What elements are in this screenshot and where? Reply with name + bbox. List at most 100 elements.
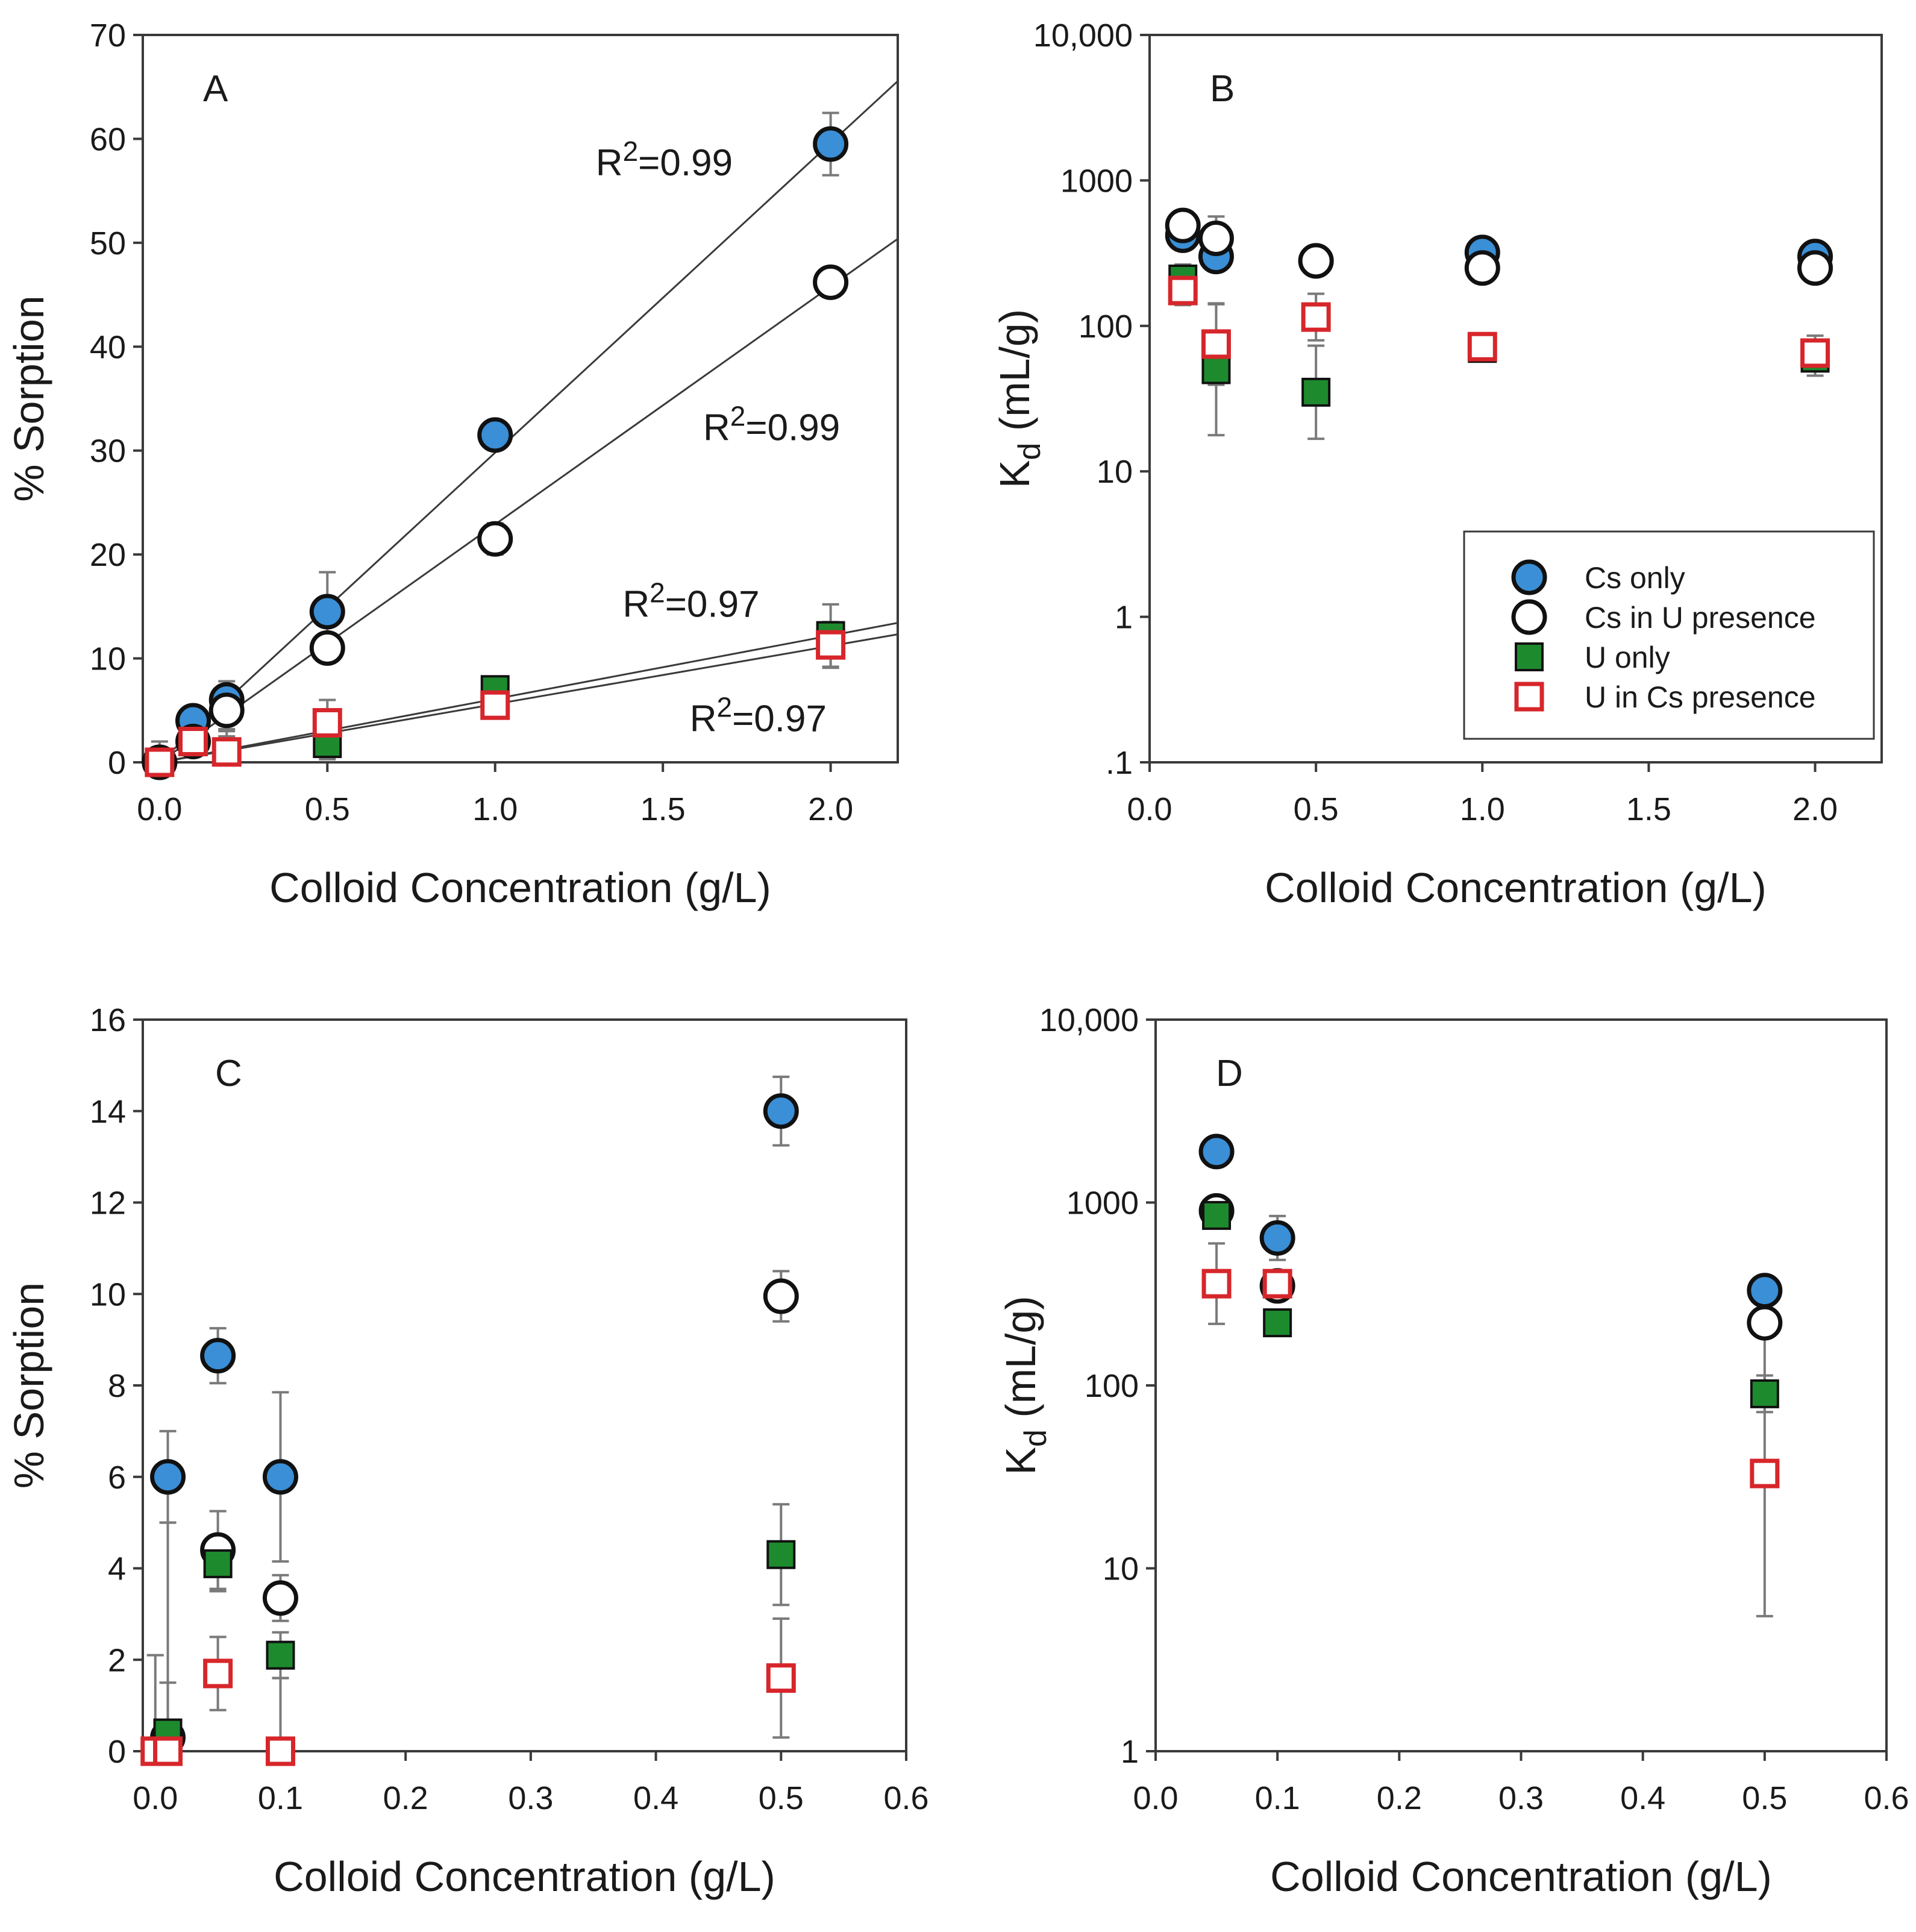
y-tick-label: 1000 bbox=[1060, 163, 1133, 199]
x-tick-label: 2.0 bbox=[808, 791, 853, 827]
x-tick-label: 0.1 bbox=[258, 1780, 303, 1816]
markers-cs_in_u bbox=[1165, 207, 1833, 286]
y-tick-label: 10 bbox=[1097, 454, 1133, 490]
plot-frame bbox=[142, 34, 899, 764]
markers-cs_only bbox=[150, 1093, 799, 1495]
data-point-cs_only bbox=[262, 1459, 298, 1495]
y-axis-title-base: K bbox=[997, 1447, 1044, 1475]
r-squared-value: =0.97 bbox=[665, 584, 760, 626]
r-squared-label: R2=0.99 bbox=[596, 136, 733, 184]
x-tick-label: 0.0 bbox=[137, 791, 182, 827]
x-tick-label: 1.0 bbox=[472, 791, 518, 827]
markers-u_only bbox=[153, 1540, 796, 1748]
data-point-u_only bbox=[1202, 1200, 1232, 1230]
y-axis-title-rest: (mL/g) bbox=[997, 1296, 1044, 1429]
x-tick-label: 0.3 bbox=[1498, 1780, 1544, 1816]
x-tick-label: 0.2 bbox=[383, 1780, 428, 1816]
x-tick-label: 0.5 bbox=[305, 791, 350, 827]
y-tick-label: 4 bbox=[108, 1551, 126, 1587]
r-squared-value: =0.97 bbox=[732, 698, 827, 739]
data-point-u_in_cs bbox=[1168, 275, 1198, 306]
fit-line bbox=[158, 238, 898, 762]
markers-cs_only bbox=[1198, 1134, 1783, 1309]
y-tick-label: 10 bbox=[90, 1276, 126, 1313]
x-axis-title: Colloid Concentration (g/L) bbox=[274, 1853, 775, 1900]
series-u_only bbox=[159, 1503, 790, 1751]
y-tick-label: 10 bbox=[90, 641, 126, 677]
markers-u_in_cs bbox=[145, 630, 846, 777]
data-point-cs_in_u bbox=[309, 630, 345, 666]
data-point-u_in_cs bbox=[1201, 1269, 1232, 1299]
legend-label: Cs only bbox=[1585, 561, 1685, 595]
x-tick-label: 0.1 bbox=[1255, 1780, 1300, 1816]
r-squared-value: =0.99 bbox=[638, 142, 733, 184]
y-tick-label: 70 bbox=[90, 17, 126, 54]
x-tick-label: 0.0 bbox=[133, 1780, 178, 1816]
fit-lines bbox=[158, 80, 898, 762]
data-point-u_in_cs bbox=[178, 727, 208, 757]
data-point-u_only bbox=[1750, 1379, 1779, 1408]
legend-label: U in Cs presence bbox=[1585, 680, 1816, 714]
x-tick-label: 0.5 bbox=[759, 1780, 804, 1816]
panel-label: D bbox=[1216, 1053, 1243, 1094]
series-u_in_cs bbox=[1174, 274, 1824, 386]
data-point-u_in_cs bbox=[1750, 1458, 1780, 1488]
data-point-cs_in_u bbox=[1747, 1305, 1783, 1341]
series-cs_in_u bbox=[209, 1270, 790, 1622]
data-point-cs_in_u bbox=[1298, 243, 1334, 279]
markers-u_in_cs bbox=[1201, 1269, 1780, 1488]
panel-C: 0.0 0.1 0.2 0.3 0.4 0.5 0.6 0 2 4 6 8 10 12 14 16 Colloi… bbox=[5, 1002, 929, 1900]
data-point-cs_in_u bbox=[1165, 207, 1201, 243]
x-tick-label: 0.6 bbox=[883, 1780, 928, 1816]
y-axis-title-base: K bbox=[991, 460, 1038, 488]
legend-marker-u_in_cs bbox=[1514, 682, 1544, 712]
panel-D: 0.0 0.1 0.2 0.3 0.4 0.5 0.6 1 10 100 1000 10,000 Col… bbox=[997, 1002, 1909, 1900]
data-point-u_only bbox=[266, 1640, 295, 1670]
r-squared-base: R bbox=[596, 142, 623, 184]
y-tick-label: 30 bbox=[90, 433, 126, 469]
x-axis-title: Colloid Concentration (g/L) bbox=[1270, 1853, 1772, 1900]
y-axis-title: Kd (mL/g) bbox=[997, 1296, 1053, 1475]
data-point-cs_in_u bbox=[813, 264, 849, 300]
y-tick-label: 10,000 bbox=[1033, 17, 1133, 54]
x-tick-label: 0.5 bbox=[1294, 791, 1339, 827]
r-squared-sup: 2 bbox=[650, 577, 665, 609]
y-tick-label: 16 bbox=[90, 1002, 126, 1038]
r-squared-base: R bbox=[690, 698, 717, 739]
data-point-u_in_cs bbox=[265, 1736, 295, 1766]
y-tick-label: 60 bbox=[90, 121, 126, 157]
legend-label: U only bbox=[1585, 641, 1670, 674]
fit-line bbox=[158, 80, 898, 762]
x-tick-label: 0.4 bbox=[1620, 1780, 1665, 1816]
legend-marker-cs_in_u bbox=[1511, 599, 1547, 635]
data-point-u_in_cs bbox=[312, 707, 342, 738]
x-axis-title: Colloid Concentration (g/L) bbox=[269, 864, 771, 911]
data-point-u_only bbox=[1263, 1308, 1292, 1338]
x-tick-label: 0.2 bbox=[1377, 1780, 1422, 1816]
y-axis-title: Kd (mL/g) bbox=[991, 309, 1047, 488]
data-point-u_only bbox=[1301, 377, 1331, 407]
y-tick-label: 50 bbox=[90, 225, 126, 262]
fit-line bbox=[159, 633, 898, 762]
y-tick-label: .1 bbox=[1106, 745, 1133, 781]
y-tick-label: 0 bbox=[108, 745, 126, 781]
r-squared-label: R2=0.99 bbox=[703, 400, 840, 448]
x-tick-label: 0.4 bbox=[633, 1780, 678, 1816]
x-tick-label: 0.5 bbox=[1742, 1780, 1787, 1816]
data-point-cs_only bbox=[1259, 1220, 1295, 1256]
markers-u_only bbox=[1202, 1200, 1779, 1408]
x-tick-label: 0.6 bbox=[1864, 1780, 1909, 1816]
r-squared-sup: 2 bbox=[730, 400, 746, 431]
data-point-u_in_cs bbox=[480, 690, 510, 720]
y-tick-label: 0 bbox=[108, 1734, 126, 1770]
series-u_in_cs bbox=[1208, 1242, 1773, 1617]
y-tick-label: 1 bbox=[1115, 600, 1133, 636]
data-point-cs_in_u bbox=[1198, 220, 1234, 256]
markers-cs_in_u bbox=[150, 1278, 799, 1755]
y-axis-title: % Sorption bbox=[5, 295, 52, 501]
data-point-cs_in_u bbox=[763, 1278, 799, 1314]
x-tick-label: 2.0 bbox=[1792, 791, 1838, 827]
panel-A: 0.0 0.5 1.0 1.5 2.0 0 10 20 30 40 50 60 70 Colloid Co… bbox=[5, 17, 899, 911]
y-axis-title-sub: d bbox=[1018, 1429, 1053, 1447]
